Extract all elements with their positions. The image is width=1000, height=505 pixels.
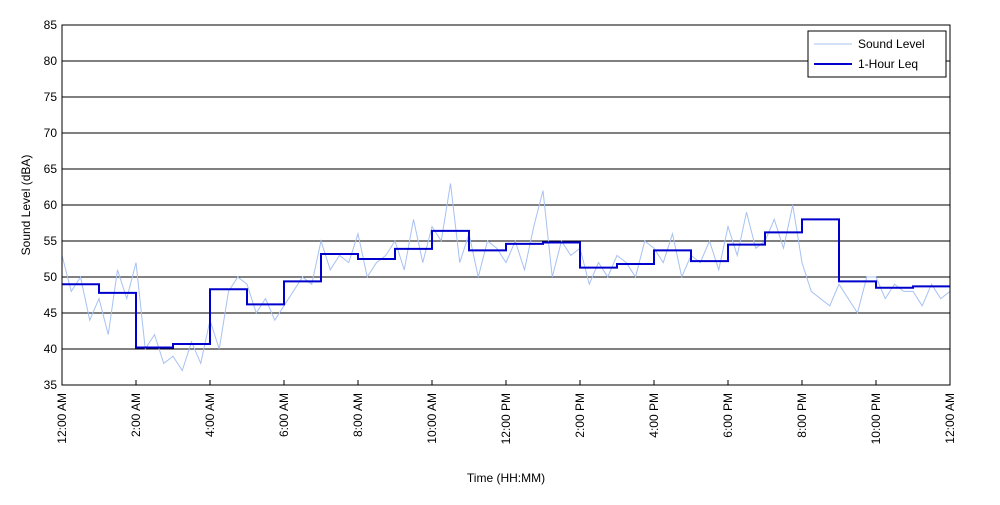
- legend-label-sound-level: Sound Level: [858, 37, 925, 51]
- x-tick-label: 10:00 PM: [869, 393, 883, 444]
- legend-label-1-hour-leq: 1-Hour Leq: [858, 57, 918, 71]
- y-tick-label: 75: [44, 90, 58, 104]
- legend: Sound Level 1-Hour Leq: [807, 30, 947, 78]
- x-tick-label: 2:00 PM: [573, 393, 587, 438]
- x-tick-label: 12:00 AM: [55, 393, 69, 444]
- y-tick-label: 85: [44, 18, 58, 32]
- y-tick-label: 60: [44, 198, 58, 212]
- y-tick-label: 35: [44, 378, 58, 392]
- y-axis-label: Sound Level (dBA): [19, 155, 33, 256]
- y-tick-label: 55: [44, 234, 58, 248]
- x-tick-label: 6:00 AM: [277, 393, 291, 437]
- x-tick-label: 6:00 PM: [721, 393, 735, 438]
- series-line-1: [62, 218, 950, 349]
- x-tick-label: 4:00 PM: [647, 393, 661, 438]
- ticks: 35 40 45 50 55 60 65 70 75 80 85 12:00 AM 2:00 AM 4:0…: [44, 18, 957, 444]
- x-tick-label: 10:00 AM: [425, 393, 439, 444]
- grid: [62, 60, 950, 350]
- y-tick-label: 40: [44, 342, 58, 356]
- x-tick-label: 8:00 AM: [351, 393, 365, 437]
- x-tick-label: 12:00 PM: [499, 393, 513, 444]
- x-axis-label: Time (HH:MM): [467, 471, 545, 485]
- y-tick-label: 70: [44, 126, 58, 140]
- y-tick-label: 80: [44, 54, 58, 68]
- x-tick-label: 12:00 AM: [943, 393, 957, 444]
- y-tick-label: 50: [44, 270, 58, 284]
- series-layer: [61, 183, 951, 372]
- x-tick-label: 2:00 AM: [129, 393, 143, 437]
- legend-box: [807, 30, 947, 78]
- y-tick-label: 65: [44, 162, 58, 176]
- x-tick-label: 8:00 PM: [795, 393, 809, 438]
- x-tick-label: 4:00 AM: [203, 393, 217, 437]
- y-tick-label: 45: [44, 306, 58, 320]
